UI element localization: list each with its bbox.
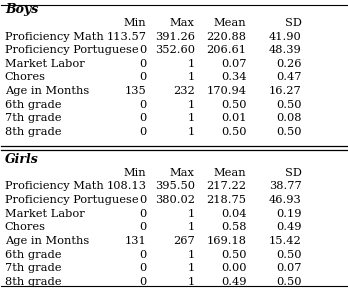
Text: 15.42: 15.42 — [269, 236, 302, 246]
Text: 220.88: 220.88 — [206, 32, 246, 42]
Text: 0.49: 0.49 — [221, 277, 246, 287]
Text: Chores: Chores — [5, 222, 46, 232]
Text: 352.60: 352.60 — [155, 45, 195, 55]
Text: 0.04: 0.04 — [221, 209, 246, 219]
Text: 0.50: 0.50 — [221, 127, 246, 137]
Text: 0: 0 — [139, 113, 147, 123]
Text: 0.08: 0.08 — [276, 113, 302, 123]
Text: 1: 1 — [188, 277, 195, 287]
Text: Min: Min — [124, 18, 147, 28]
Text: 0.50: 0.50 — [276, 277, 302, 287]
Text: 0.07: 0.07 — [276, 263, 302, 273]
Text: 7th grade: 7th grade — [5, 263, 61, 273]
Text: 0.19: 0.19 — [276, 209, 302, 219]
Text: 1: 1 — [188, 100, 195, 110]
Text: Proficiency Portuguese: Proficiency Portuguese — [5, 195, 139, 205]
Text: 1: 1 — [188, 59, 195, 69]
Text: 0: 0 — [139, 127, 147, 137]
Text: 0: 0 — [139, 209, 147, 219]
Text: Girls: Girls — [5, 153, 39, 166]
Text: Market Labor: Market Labor — [5, 59, 85, 69]
Text: 6th grade: 6th grade — [5, 100, 61, 110]
Text: 0.01: 0.01 — [221, 113, 246, 123]
Text: 0.50: 0.50 — [276, 127, 302, 137]
Text: 38.77: 38.77 — [269, 182, 302, 191]
Text: Proficiency Portuguese: Proficiency Portuguese — [5, 45, 139, 55]
Text: Proficiency Math: Proficiency Math — [5, 32, 104, 42]
Text: 46.93: 46.93 — [269, 195, 302, 205]
Text: 16.27: 16.27 — [269, 86, 302, 96]
Text: 135: 135 — [125, 86, 147, 96]
Text: 0: 0 — [139, 195, 147, 205]
Text: 7th grade: 7th grade — [5, 113, 61, 123]
Text: 0: 0 — [139, 72, 147, 82]
Text: SD: SD — [285, 168, 302, 178]
Text: 0.00: 0.00 — [221, 263, 246, 273]
Text: 0.26: 0.26 — [276, 59, 302, 69]
Text: Boys: Boys — [5, 3, 38, 16]
Text: 391.26: 391.26 — [155, 32, 195, 42]
Text: 1: 1 — [188, 127, 195, 137]
Text: 1: 1 — [188, 250, 195, 260]
Text: Market Labor: Market Labor — [5, 209, 85, 219]
Text: Age in Months: Age in Months — [5, 236, 89, 246]
Text: 380.02: 380.02 — [155, 195, 195, 205]
Text: 0: 0 — [139, 277, 147, 287]
Text: 0.50: 0.50 — [221, 250, 246, 260]
Text: 0: 0 — [139, 59, 147, 69]
Text: 8th grade: 8th grade — [5, 277, 61, 287]
Text: 41.90: 41.90 — [269, 32, 302, 42]
Text: Mean: Mean — [214, 168, 246, 178]
Text: 8th grade: 8th grade — [5, 127, 61, 137]
Text: 0.50: 0.50 — [276, 250, 302, 260]
Text: 48.39: 48.39 — [269, 45, 302, 55]
Text: Proficiency Math: Proficiency Math — [5, 182, 104, 191]
Text: 232: 232 — [173, 86, 195, 96]
Text: 0.34: 0.34 — [221, 72, 246, 82]
Text: 131: 131 — [125, 236, 147, 246]
Text: 0.50: 0.50 — [276, 100, 302, 110]
Text: Chores: Chores — [5, 72, 46, 82]
Text: 0.47: 0.47 — [276, 72, 302, 82]
Text: 0: 0 — [139, 250, 147, 260]
Text: 0.58: 0.58 — [221, 222, 246, 232]
Text: 206.61: 206.61 — [206, 45, 246, 55]
Text: 170.94: 170.94 — [206, 86, 246, 96]
Text: Age in Months: Age in Months — [5, 86, 89, 96]
Text: Max: Max — [170, 168, 195, 178]
Text: 0.07: 0.07 — [221, 59, 246, 69]
Text: 0.50: 0.50 — [221, 100, 246, 110]
Text: 395.50: 395.50 — [155, 182, 195, 191]
Text: 0: 0 — [139, 45, 147, 55]
Text: SD: SD — [285, 18, 302, 28]
Text: 113.57: 113.57 — [106, 32, 147, 42]
Text: 267: 267 — [173, 236, 195, 246]
Text: 169.18: 169.18 — [206, 236, 246, 246]
Text: 0.49: 0.49 — [276, 222, 302, 232]
Text: 1: 1 — [188, 222, 195, 232]
Text: 1: 1 — [188, 72, 195, 82]
Text: 218.75: 218.75 — [206, 195, 246, 205]
Text: 0: 0 — [139, 263, 147, 273]
Text: Mean: Mean — [214, 18, 246, 28]
Text: 1: 1 — [188, 113, 195, 123]
Text: Max: Max — [170, 18, 195, 28]
Text: 1: 1 — [188, 209, 195, 219]
Text: 0: 0 — [139, 100, 147, 110]
Text: Min: Min — [124, 168, 147, 178]
Text: 217.22: 217.22 — [206, 182, 246, 191]
Text: 108.13: 108.13 — [106, 182, 147, 191]
Text: 1: 1 — [188, 263, 195, 273]
Text: 6th grade: 6th grade — [5, 250, 61, 260]
Text: 0: 0 — [139, 222, 147, 232]
